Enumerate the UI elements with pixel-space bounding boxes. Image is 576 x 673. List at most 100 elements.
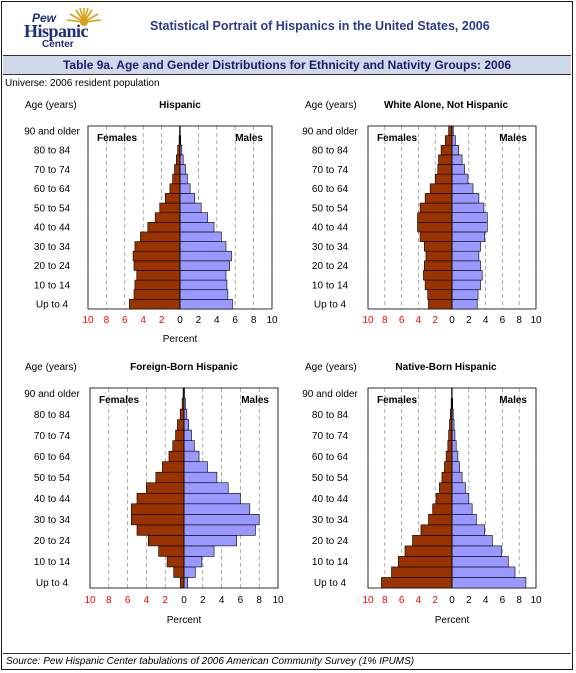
x-tick-label: 4 — [416, 595, 422, 606]
bar-females — [423, 260, 453, 271]
x-tick-label: 2 — [159, 315, 165, 326]
x-tick-label: 10 — [530, 315, 542, 326]
chart-title: White Alone, Not Hispanic — [384, 100, 509, 111]
bar-males — [451, 135, 456, 146]
bar-females — [131, 514, 185, 526]
y-tick-label: 90 and older — [24, 126, 80, 137]
report-title: Statistical Portrait of Hispanics in the… — [150, 19, 490, 33]
logo-center-text: Center — [42, 39, 74, 50]
bar-females — [432, 503, 453, 515]
bar-males — [179, 289, 229, 300]
pyramid-chart-hispanic: Age (years) Hispanic Females Males Up to 4 10… — [24, 100, 278, 345]
x-tick-label: 8 — [106, 595, 112, 606]
x-tick-label: 10 — [362, 595, 374, 606]
y-tick-label: 20 to 24 — [312, 261, 349, 272]
y-tick-label: 80 to 84 — [312, 410, 349, 421]
bar-females — [172, 440, 185, 452]
bar-males — [179, 270, 227, 281]
bar-males — [179, 241, 227, 252]
bar-males — [183, 419, 189, 431]
bar-females — [133, 289, 181, 300]
y-tick-label: 30 to 34 — [34, 242, 71, 253]
bar-females — [146, 482, 185, 494]
bar-males — [179, 250, 232, 262]
bar-females — [417, 212, 453, 223]
bar-males — [183, 556, 203, 568]
bar-females — [423, 270, 453, 281]
bar-females — [429, 183, 453, 194]
bar-males — [451, 260, 481, 271]
bar-males — [451, 173, 469, 185]
legend-females: Females — [377, 133, 417, 144]
bar-males — [183, 492, 241, 505]
x-tick-label: 4 — [144, 595, 150, 606]
bar-females — [427, 289, 453, 300]
x-tick-label: 10 — [272, 595, 284, 606]
bar-females — [424, 193, 453, 204]
bar-males — [451, 202, 485, 213]
bar-females — [133, 260, 181, 271]
chart-title: Foreign-Born Hispanic — [130, 362, 238, 373]
y-tick-label: 10 to 14 — [312, 557, 349, 568]
bar-males — [451, 535, 493, 547]
x-tick-label: 6 — [399, 595, 405, 606]
bar-males — [183, 440, 195, 452]
bar-males — [451, 183, 474, 194]
bar-females — [159, 202, 181, 213]
logo-pew-text: Pew — [32, 11, 57, 25]
bar-females — [158, 545, 185, 557]
bar-males — [179, 173, 188, 185]
bar-females — [129, 299, 181, 310]
bar-females — [447, 440, 453, 452]
logo-hispanic-text: Hispanic — [24, 21, 89, 41]
y-tick-label: 40 to 44 — [312, 223, 349, 234]
bar-males — [183, 503, 251, 515]
x-tick-label: 6 — [500, 315, 506, 326]
y-tick-label: 90 and older — [24, 389, 80, 400]
legend-males: Males — [235, 133, 263, 144]
bar-females — [428, 299, 453, 310]
bar-males — [179, 183, 191, 194]
x-tick-label: 6 — [399, 315, 405, 326]
y-tick-label: 80 to 84 — [312, 146, 349, 157]
y-tick-label: 10 to 14 — [34, 557, 71, 568]
bar-males — [451, 144, 460, 156]
bar-males — [183, 461, 208, 473]
bar-males — [451, 429, 456, 441]
x-tick-label: 6 — [238, 595, 244, 606]
table-title: Table 9a. Age and Gender Distributions f… — [3, 55, 571, 75]
bar-males — [179, 299, 233, 310]
bar-males — [451, 524, 486, 536]
pyramid-chart-native-born-hispanic: Age (years) Native-Born Hispanic Females Ma… — [302, 362, 542, 626]
bar-females — [428, 514, 453, 526]
y-tick-label: 60 to 64 — [34, 452, 71, 463]
y-tick-label: 20 to 24 — [34, 261, 71, 272]
bar-males — [179, 231, 222, 242]
source-note: Source: Pew Hispanic Center tabulations … — [3, 653, 571, 668]
bar-females — [439, 482, 453, 494]
bar-females — [131, 503, 185, 515]
y-tick-label: 80 to 84 — [34, 146, 71, 157]
bar-males — [451, 461, 460, 473]
bar-females — [140, 231, 181, 242]
bar-males — [183, 482, 229, 494]
bar-females — [397, 556, 453, 568]
x-tick-label: 8 — [256, 595, 262, 606]
bar-females — [441, 471, 453, 484]
bar-females — [424, 279, 453, 291]
legend-males: Males — [241, 395, 269, 406]
x-axis-title: Percent — [163, 334, 198, 345]
bar-females — [177, 419, 185, 431]
bar-males — [183, 450, 200, 462]
bar-females — [438, 154, 453, 165]
x-tick-label: 10 — [266, 315, 278, 326]
age-axis-title: Age (years) — [25, 100, 77, 111]
universe-note: Universe: 2006 resident population — [5, 78, 160, 89]
x-tick-label: 4 — [214, 315, 220, 326]
bar-females — [435, 492, 453, 505]
y-tick-label: 30 to 34 — [312, 242, 349, 253]
x-axis-title: Percent — [167, 615, 202, 626]
x-tick-label: 8 — [516, 315, 522, 326]
bar-females — [448, 125, 453, 136]
bar-males — [451, 212, 488, 223]
